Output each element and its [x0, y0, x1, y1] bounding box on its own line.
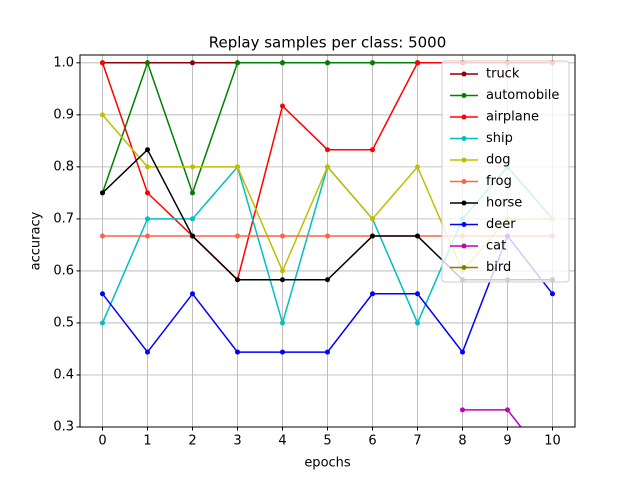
legend-label: automobile	[486, 88, 559, 103]
x-tick-label: 4	[278, 434, 286, 449]
data-point	[100, 112, 105, 118]
legend: truck automobile airplane ship dog frog horse d…	[441, 60, 570, 283]
y-tick-label: 0.4	[53, 367, 74, 382]
legend-label: cat	[486, 239, 506, 254]
x-tick-label: 8	[458, 434, 466, 449]
legend-label: horse	[486, 196, 522, 211]
data-point	[100, 320, 105, 326]
x-tick-label: 3	[233, 434, 241, 449]
legend-marker	[461, 136, 467, 141]
data-point	[190, 233, 195, 239]
data-point	[460, 349, 465, 355]
data-point	[235, 349, 240, 355]
x-tick-label: 1	[143, 434, 151, 449]
data-point	[190, 164, 195, 170]
data-point	[145, 190, 150, 196]
data-point	[415, 164, 420, 170]
data-point	[280, 268, 285, 274]
data-point	[415, 233, 420, 239]
data-point	[235, 60, 240, 66]
legend-marker	[461, 265, 467, 270]
legend-marker	[461, 157, 467, 163]
legend-marker	[461, 114, 467, 120]
data-point	[280, 103, 285, 109]
data-point	[370, 216, 375, 222]
y-tick-label: 0.6	[53, 263, 74, 278]
data-point	[415, 291, 420, 297]
data-point	[325, 60, 330, 66]
y-tick-label: 0.5	[53, 315, 74, 330]
data-point	[325, 147, 330, 153]
data-point	[190, 60, 195, 66]
legend-label: frog	[486, 174, 512, 189]
ticks: 0 1 2 3 4 5 6 7 8 9 10 0.3 0.4 0.5 0.6 0.7 0.8 0.9 1.0	[53, 55, 560, 448]
legend-label: deer	[486, 217, 516, 232]
data-point	[280, 233, 285, 239]
data-point	[190, 216, 195, 222]
data-point	[550, 291, 555, 297]
data-point	[370, 60, 375, 66]
y-tick-label: 0.8	[53, 159, 74, 174]
legend-label: ship	[486, 131, 513, 146]
data-point	[145, 216, 150, 222]
chart-title: Replay samples per class: 5000	[209, 34, 447, 52]
data-point	[370, 291, 375, 297]
y-tick-label: 0.7	[53, 211, 74, 226]
data-point	[325, 233, 330, 239]
data-point	[415, 320, 420, 326]
x-tick-label: 9	[503, 434, 511, 449]
data-point	[145, 164, 150, 170]
legend-label: truck	[486, 67, 520, 82]
data-point	[325, 164, 330, 170]
legend-marker	[461, 71, 467, 77]
data-point	[100, 291, 105, 297]
y-tick-label: 0.9	[53, 107, 74, 122]
data-point	[145, 233, 150, 239]
x-axis-label: epochs	[304, 456, 351, 471]
y-tick-label: 0.3	[53, 420, 74, 435]
y-axis-label: accuracy	[29, 211, 44, 270]
y-tick-label: 1.0	[53, 55, 74, 70]
legend-marker	[461, 179, 467, 184]
data-point	[280, 277, 285, 283]
data-point	[100, 190, 105, 196]
data-point	[145, 60, 150, 66]
data-point	[505, 407, 510, 413]
legend-marker	[461, 222, 467, 227]
x-tick-label: 5	[323, 434, 331, 449]
data-point	[235, 277, 240, 283]
data-point	[325, 349, 330, 355]
x-tick-label: 2	[188, 434, 196, 449]
data-point	[280, 349, 285, 355]
data-point	[100, 233, 105, 239]
legend-label: bird	[486, 260, 511, 275]
data-point	[145, 349, 150, 355]
legend-marker	[461, 200, 467, 206]
data-point	[415, 60, 420, 66]
data-point	[190, 190, 195, 196]
x-tick-label: 7	[413, 434, 421, 449]
data-point	[370, 147, 375, 153]
legend-marker	[461, 243, 467, 249]
x-tick-label: 10	[544, 434, 561, 449]
data-point	[370, 233, 375, 239]
x-tick-label: 0	[98, 434, 106, 449]
data-point	[280, 320, 285, 326]
data-point	[235, 233, 240, 239]
legend-label: dog	[486, 153, 510, 168]
legend-marker	[461, 93, 467, 98]
legend-label: airplane	[486, 110, 539, 125]
data-point	[100, 60, 105, 66]
data-point	[280, 60, 285, 66]
x-tick-label: 6	[368, 434, 376, 449]
data-point	[190, 291, 195, 297]
data-point	[325, 277, 330, 283]
data-point	[460, 407, 465, 413]
data-point	[145, 147, 150, 153]
data-point	[235, 164, 240, 170]
